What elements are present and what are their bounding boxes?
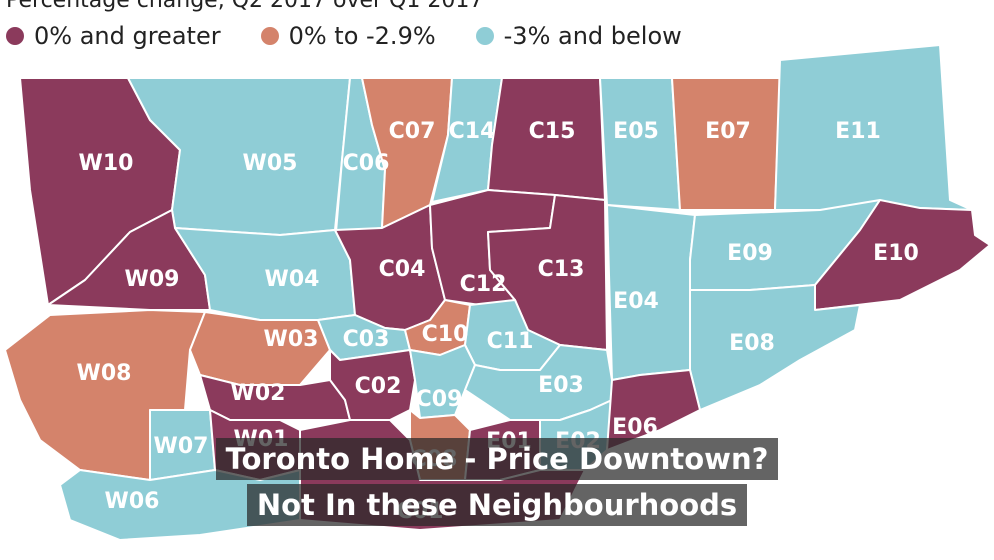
- district-label-e05: E05: [613, 119, 659, 144]
- legend-item-negative: -3% and below: [475, 22, 682, 50]
- district-label-e07: E07: [705, 119, 751, 144]
- district-e10: [814, 199, 991, 311]
- caption-line-1: Toronto Home - Price Downtown?: [215, 438, 779, 480]
- district-label-e09: E09: [727, 241, 773, 266]
- district-label-c12: C12: [460, 272, 507, 297]
- district-e05: [599, 77, 681, 211]
- district-label-c07: C07: [389, 119, 436, 144]
- district-label-c11: C11: [487, 329, 534, 354]
- district-label-c09: C09: [416, 387, 463, 412]
- district-c02: [329, 349, 416, 421]
- legend-dot-negative: [475, 27, 494, 45]
- legend-label-moderate: 0% to -2.9%: [288, 22, 436, 50]
- district-label-e06: E06: [612, 415, 658, 440]
- map-subtitle: Percentage change, Q2 2017 over Q1 2017: [6, 0, 484, 13]
- district-label-w09: W09: [125, 267, 180, 292]
- legend-dot-moderate: [260, 27, 279, 45]
- map-header: Percentage change, Q2 2017 over Q1 2017 …: [0, 0, 994, 58]
- district-label-w06: W06: [105, 489, 160, 514]
- legend: 0% and greater 0% to -2.9% -3% and below: [6, 22, 722, 50]
- district-label-c06: C06: [343, 151, 390, 176]
- district-label-w08: W08: [77, 361, 132, 386]
- caption-line-2: Not In these Neighbourhoods: [246, 484, 748, 526]
- district-label-c14: C14: [449, 119, 496, 144]
- district-label-c13: C13: [538, 257, 585, 282]
- district-label-w03: W03: [264, 327, 319, 352]
- legend-item-positive: 0% and greater: [6, 22, 221, 50]
- district-label-w02: W02: [231, 381, 286, 406]
- district-label-w04: W04: [265, 267, 320, 292]
- district-label-e04: E04: [613, 289, 659, 314]
- legend-label-positive: 0% and greater: [34, 22, 221, 50]
- district-label-w05: W05: [243, 151, 298, 176]
- district-label-w10: W10: [79, 151, 134, 176]
- legend-dot-positive: [6, 27, 24, 45]
- district-label-e03: E03: [538, 373, 584, 398]
- district-label-w07: W07: [154, 434, 209, 459]
- district-label-c04: C04: [379, 257, 426, 282]
- district-label-e08: E08: [729, 331, 775, 356]
- legend-item-moderate: 0% to -2.9%: [260, 22, 436, 50]
- caption-line-1-wrap: Toronto Home - Price Downtown?: [0, 438, 994, 480]
- district-label-c15: C15: [529, 119, 576, 144]
- district-label-c02: C02: [355, 374, 402, 399]
- district-label-e11: E11: [835, 119, 881, 144]
- district-label-c03: C03: [343, 327, 390, 352]
- legend-label-negative: -3% and below: [503, 22, 682, 50]
- district-e07: [671, 77, 781, 211]
- district-label-c10: C10: [422, 322, 469, 347]
- district-label-e10: E10: [873, 241, 919, 266]
- caption-line-2-wrap: Not In these Neighbourhoods: [0, 484, 994, 526]
